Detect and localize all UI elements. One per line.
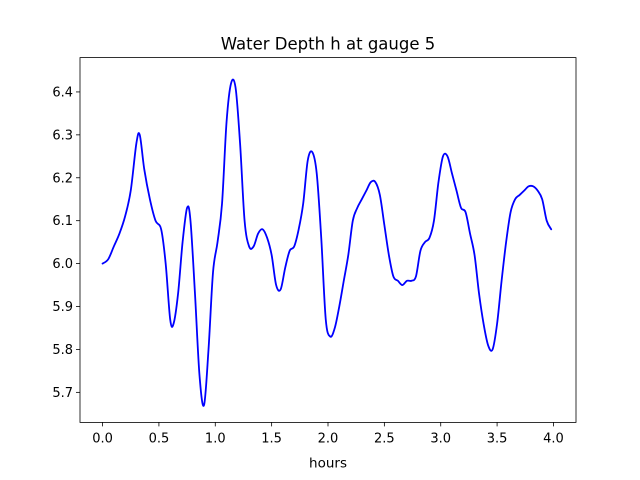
series-layer bbox=[101, 78, 553, 407]
y-tick-label: 5.8 bbox=[52, 343, 73, 358]
y-tick-label: 6.0 bbox=[52, 257, 73, 272]
chart-title: Water Depth h at gauge 5 bbox=[221, 35, 435, 54]
x-tick-label: 0.5 bbox=[149, 431, 170, 446]
series-line-0 bbox=[101, 78, 553, 407]
x-axis-ticks: 0.0 0.5 1.0 1.5 2.0 2.5 3.0 3.5 4.0 bbox=[92, 422, 564, 446]
plot-area-frame bbox=[79, 57, 577, 423]
y-tick-label: 5.9 bbox=[52, 300, 73, 315]
y-tick-label: 6.1 bbox=[52, 214, 73, 229]
y-tick-label: 6.4 bbox=[52, 85, 73, 100]
x-tick-label: 0.0 bbox=[92, 431, 113, 446]
y-tick-label: 6.3 bbox=[52, 128, 73, 143]
x-axis-label: hours bbox=[309, 455, 347, 471]
y-tick-label: 5.7 bbox=[52, 386, 73, 401]
x-tick-label: 4.0 bbox=[543, 431, 564, 446]
x-tick-label: 2.5 bbox=[374, 431, 395, 446]
x-tick-label: 3.5 bbox=[487, 431, 508, 446]
y-tick-label: 6.2 bbox=[52, 171, 73, 186]
y-axis-ticks: 5.7 5.8 5.9 6.0 6.1 6.2 6.3 6.4 bbox=[52, 85, 80, 401]
x-tick-label: 3.0 bbox=[430, 431, 451, 446]
x-tick-label: 1.5 bbox=[261, 431, 282, 446]
x-tick-label: 2.0 bbox=[318, 431, 339, 446]
x-tick-label: 1.0 bbox=[205, 431, 226, 446]
